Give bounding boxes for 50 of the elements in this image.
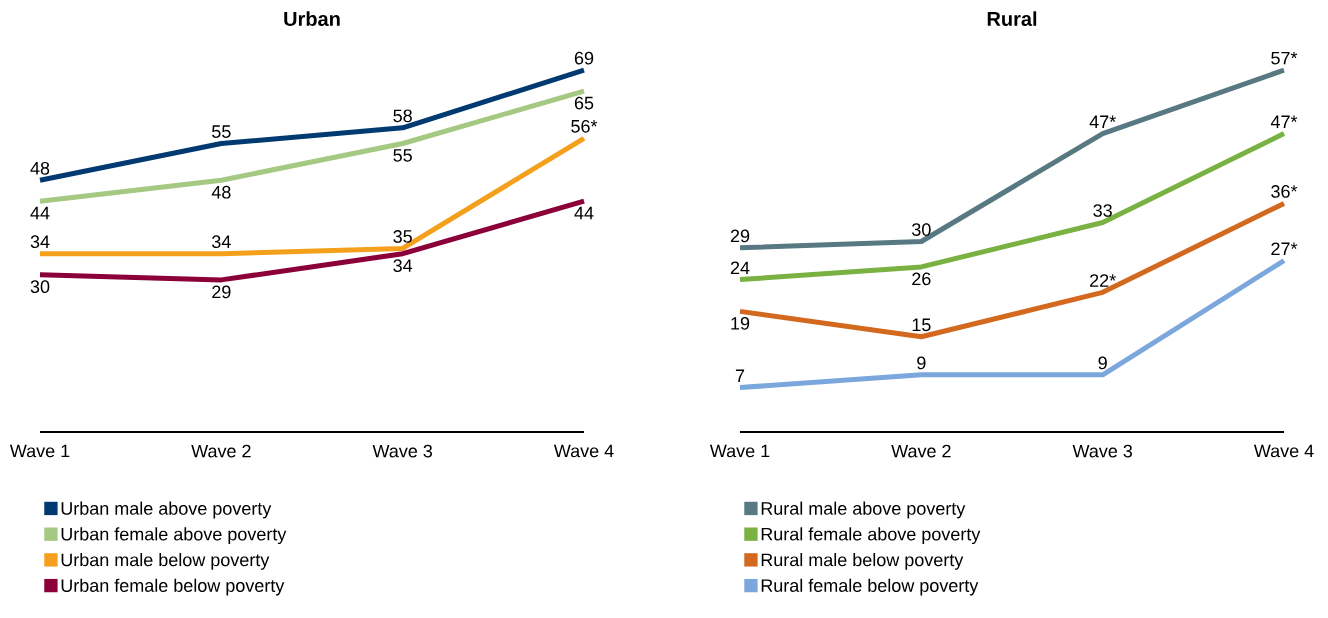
- legend-label: Urban male above poverty: [61, 501, 272, 519]
- data-label: 27*: [1271, 242, 1298, 255]
- x-tick-label: Wave 1: [709, 444, 770, 458]
- data-label: 36*: [1271, 185, 1298, 198]
- legend-label: Rural male above poverty: [761, 501, 966, 519]
- data-label: 48: [211, 185, 231, 199]
- data-label: 29: [212, 285, 231, 299]
- data-label: 48: [30, 161, 50, 175]
- x-tick-label: Wave 4: [1253, 444, 1314, 458]
- legend-label: Urban female below poverty: [61, 578, 285, 596]
- legend-label: Rural female below poverty: [761, 578, 979, 596]
- data-label: 29: [730, 229, 750, 243]
- data-label: 30: [30, 280, 50, 293]
- data-label: 24: [730, 261, 750, 275]
- data-label: 55: [393, 149, 412, 162]
- x-tick-label: Wave 2: [891, 444, 951, 458]
- data-label: 22*: [1090, 274, 1116, 287]
- data-label: 26: [912, 272, 931, 286]
- data-label: 69: [574, 51, 594, 65]
- legend-label: Urban male below poverty: [61, 553, 270, 570]
- chart-title: Urban: [284, 11, 340, 26]
- data-label: 47*: [1089, 115, 1116, 128]
- data-label: 19: [731, 316, 750, 330]
- data-label: 34: [212, 235, 231, 249]
- data-label: 58: [393, 109, 412, 123]
- chart-title: Rural: [987, 11, 1037, 26]
- data-label: 30: [912, 223, 931, 236]
- legend-label: Urban female above poverty: [61, 527, 287, 545]
- data-label: 7: [735, 369, 745, 382]
- x-tick-label: Wave 3: [372, 444, 433, 458]
- data-label: 9: [1098, 356, 1107, 370]
- data-label: 34: [393, 259, 413, 273]
- data-label: 44: [574, 206, 594, 220]
- data-label: 34: [30, 235, 50, 249]
- data-label: 9: [917, 356, 926, 370]
- x-tick-label: Wave 1: [9, 444, 70, 458]
- data-label: 56*: [571, 119, 598, 133]
- data-label: 35: [393, 230, 412, 243]
- legend-label: Rural male below poverty: [761, 553, 964, 570]
- data-label: 55: [212, 125, 231, 138]
- data-label: 15: [912, 318, 931, 332]
- data-label: 47*: [1270, 115, 1298, 128]
- x-tick-label: Wave 4: [553, 444, 614, 458]
- data-label: 65: [574, 96, 594, 110]
- legend-label: Rural female above poverty: [761, 527, 981, 545]
- x-tick-label: Wave 3: [1072, 444, 1133, 458]
- data-label: 33: [1093, 204, 1112, 217]
- data-label: 44: [30, 206, 50, 220]
- x-tick-label: Wave 2: [191, 444, 251, 458]
- data-label: 57*: [1271, 51, 1298, 65]
